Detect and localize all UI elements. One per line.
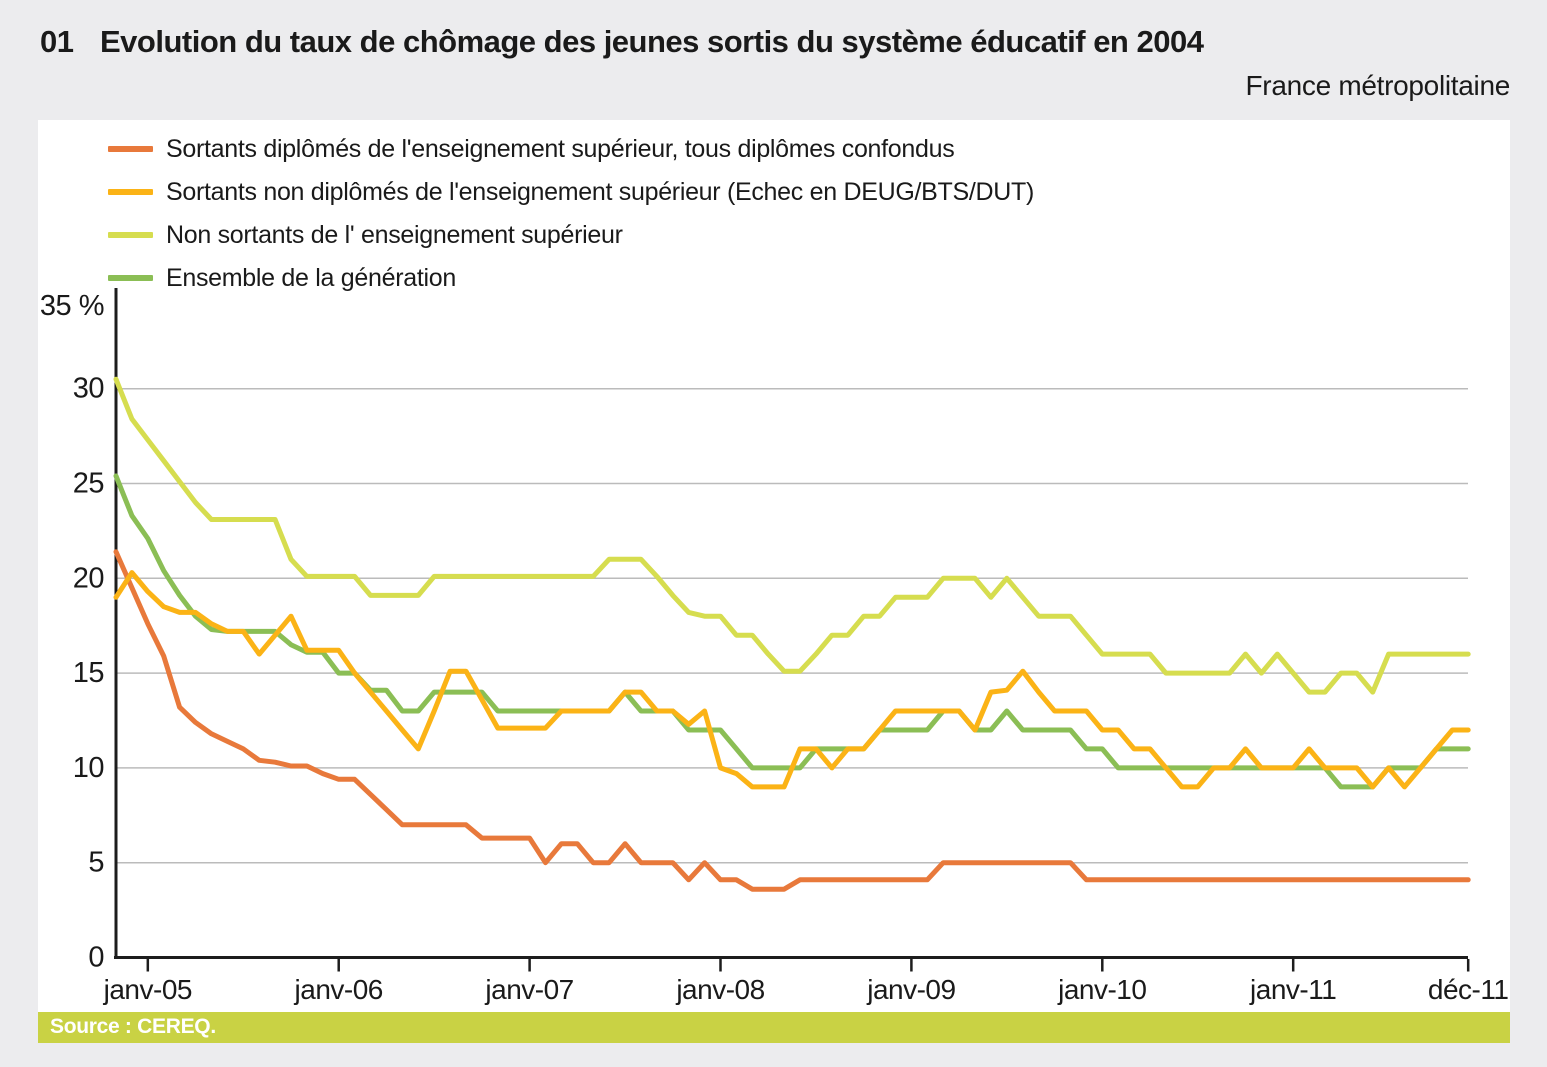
y-tick-label-30: 30 <box>73 373 104 405</box>
y-tick-label-35: 35 % <box>40 290 104 322</box>
legend-item-3: Ensemble de la génération <box>108 263 1034 292</box>
series-line-1 <box>113 570 1471 790</box>
x-tick-label-janv-09: janv-09 <box>866 974 955 1005</box>
x-tick-label-janv-08: janv-08 <box>675 974 764 1005</box>
line-chart: 0 5 10 15 20 25 30 35 % janv-05 janv-06 janv-07 jan… <box>40 288 1509 1005</box>
legend-item-1: Sortants non diplômés de l'enseignement … <box>108 177 1035 206</box>
x-tick-label-janv-10: janv-10 <box>1057 974 1146 1005</box>
y-tick-label-10: 10 <box>73 752 104 784</box>
x-tick-label-janv-07: janv-07 <box>484 974 573 1005</box>
legend-label: Ensemble de la génération <box>166 263 456 292</box>
legend-item-0: Sortants diplômés de l'enseignement supé… <box>108 134 1034 163</box>
legend-label: Sortants diplômés de l'enseignement supé… <box>166 134 955 163</box>
y-tick-label-25: 25 <box>73 468 104 500</box>
y-tick-label-20: 20 <box>73 562 104 594</box>
series-line-2 <box>113 376 1471 695</box>
legend-swatch-icon <box>108 275 153 281</box>
y-tick-label-0: 0 <box>88 942 104 974</box>
x-tick-label-janv-06: janv-06 <box>294 974 383 1005</box>
y-tick-label-5: 5 <box>88 847 104 879</box>
legend-label: Non sortants de l' enseignement supérieu… <box>166 220 623 249</box>
x-tick-label-déc-11: déc-11 <box>1428 974 1509 1005</box>
legend-swatch-icon <box>108 232 153 238</box>
x-tick-label-janv-11: janv-11 <box>1249 974 1336 1005</box>
y-tick-label-15: 15 <box>73 657 104 689</box>
legend-swatch-icon <box>108 146 153 152</box>
chart-panel: Sortants diplômés de l'enseignement supé… <box>38 120 1510 1043</box>
chart-legend: Sortants diplômés de l'enseignement supé… <box>108 134 1035 308</box>
source-bar: Source : CEREQ. <box>38 1012 1510 1043</box>
series-line-0 <box>113 549 1471 892</box>
source-label: Source : CEREQ. <box>50 1015 216 1038</box>
figure-number: 01 <box>40 24 74 59</box>
legend-label: Sortants non diplômés de l'enseignement … <box>166 177 1035 206</box>
page-title: Evolution du taux de chômage des jeunes … <box>100 24 1204 59</box>
series-line-3 <box>113 473 1471 790</box>
x-tick-label-janv-05: janv-05 <box>103 974 192 1005</box>
legend-swatch-icon <box>108 189 153 195</box>
legend-item-2: Non sortants de l' enseignement supérieu… <box>108 220 1034 249</box>
page-subtitle: France métropolitaine <box>1245 70 1511 101</box>
